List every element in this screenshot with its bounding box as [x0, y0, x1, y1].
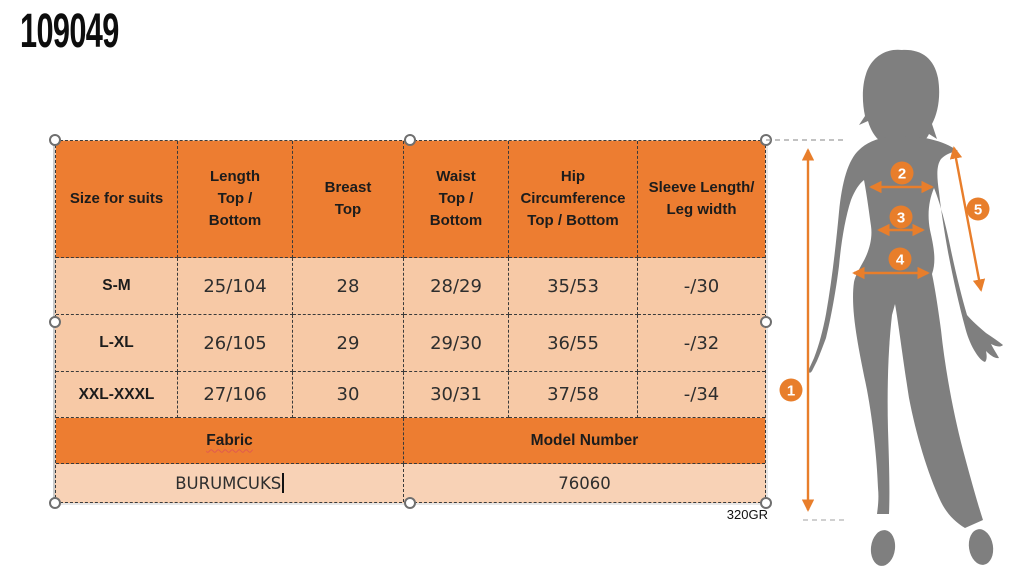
column-header-waist[interactable]: Waist Top / Bottom [404, 141, 509, 258]
badge-2-circle [890, 161, 914, 185]
model-number-value-cell[interactable]: 76060 [404, 464, 765, 502]
cell-row2-waist[interactable]: 29/30 [404, 315, 509, 372]
column-header-sleeve[interactable]: Sleeve Length/ Leg width [638, 141, 765, 258]
cell-row3-sleeve[interactable]: -/34 [638, 372, 765, 418]
silhouette-right-foot [968, 529, 994, 565]
fabric-value-cell[interactable]: BURUMCUKS [56, 464, 404, 502]
cell-row2-size[interactable]: L-XL [56, 315, 178, 372]
model-number-header-cell[interactable]: Model Number [404, 418, 765, 464]
cell-row1-waist[interactable]: 28/29 [404, 258, 509, 315]
column-header-size[interactable]: Size for suits [56, 141, 178, 258]
text-cursor [282, 473, 284, 493]
badge-1-circle [779, 378, 803, 402]
cell-row3-size[interactable]: XXL-XXXL [56, 372, 178, 418]
selection-handle-top-center[interactable] [404, 134, 416, 146]
badge-5-number: 5 [974, 201, 982, 218]
silhouette-left-foot [870, 530, 896, 566]
column-header-hip[interactable]: Hip Circumference Top / Bottom [509, 141, 638, 258]
badge-3-circle [889, 205, 913, 229]
selection-handle-bottom-right[interactable] [760, 497, 772, 509]
badge-1-number: 1 [787, 382, 795, 399]
fabric-value: BURUMCUKS [175, 473, 282, 493]
selection-handle-bottom-center[interactable] [404, 497, 416, 509]
fabric-label: Fabric [206, 431, 253, 449]
silhouette-head [859, 49, 940, 151]
badge-4-circle [888, 247, 912, 271]
cell-row3-hip[interactable]: 37/58 [509, 372, 638, 418]
weight-note: 320GR [726, 507, 768, 522]
measurement-arrows [801, 146, 986, 512]
badge-4-number: 4 [896, 251, 905, 268]
page-title: 109049 [20, 5, 119, 58]
measure-arrow-sleeve [949, 146, 986, 292]
badge-5-circle [966, 197, 990, 221]
badge-2-number: 2 [898, 165, 906, 182]
selection-handle-bottom-left[interactable] [49, 497, 61, 509]
cell-row1-hip[interactable]: 35/53 [509, 258, 638, 315]
silhouette-body [808, 136, 1003, 528]
cell-row1-size[interactable]: S-M [56, 258, 178, 315]
measurement-figure: 1 2 3 4 5 [766, 49, 1003, 566]
cell-row2-hip[interactable]: 36/55 [509, 315, 638, 372]
cell-row3-length[interactable]: 27/106 [178, 372, 293, 418]
column-header-breast[interactable]: Breast Top [293, 141, 404, 258]
selection-handle-middle-right[interactable] [760, 316, 772, 328]
selection-handle-top-left[interactable] [49, 134, 61, 146]
selection-handle-middle-left[interactable] [49, 316, 61, 328]
cell-row1-sleeve[interactable]: -/30 [638, 258, 765, 315]
size-chart-table[interactable]: Size for suits Length Top / Bottom Breas… [55, 140, 766, 503]
cell-row1-length[interactable]: 25/104 [178, 258, 293, 315]
cell-row3-waist[interactable]: 30/31 [404, 372, 509, 418]
column-header-length[interactable]: Length Top / Bottom [178, 141, 293, 258]
measurement-badges: 1 2 3 4 5 [779, 161, 990, 402]
fabric-header-cell[interactable]: Fabric [56, 418, 404, 464]
cell-row3-breast[interactable]: 30 [293, 372, 404, 418]
badge-3-number: 3 [897, 209, 905, 226]
cell-row1-breast[interactable]: 28 [293, 258, 404, 315]
cell-row2-sleeve[interactable]: -/32 [638, 315, 765, 372]
cell-row2-length[interactable]: 26/105 [178, 315, 293, 372]
cell-row2-breast[interactable]: 29 [293, 315, 404, 372]
woman-silhouette [808, 49, 1003, 566]
